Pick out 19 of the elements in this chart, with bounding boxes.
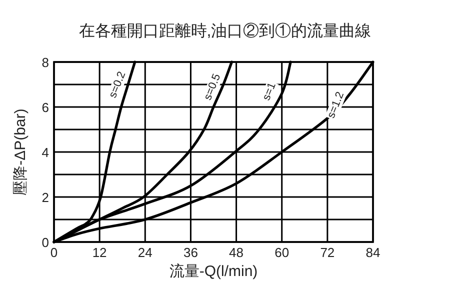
annotation: s=0.5 <box>202 72 224 102</box>
annotation: s=0.2 <box>106 70 128 100</box>
y-tick-label: 0 <box>42 235 49 250</box>
x-axis-title: 流量-Q(l/min) <box>169 263 258 280</box>
chart-title: 在各種開口距離時,油口②到①的流量曲線 <box>78 22 372 40</box>
x-tick-label: 24 <box>138 245 152 260</box>
annotation: s=1 <box>260 81 278 102</box>
x-tick-label: 84 <box>366 245 380 260</box>
y-tick-label: 8 <box>42 55 49 70</box>
x-tick-label: 36 <box>183 245 198 260</box>
y-tick-label: 4 <box>42 145 49 160</box>
x-tick-label: 48 <box>229 245 244 260</box>
y-tick-label: 6 <box>42 100 49 115</box>
y-axis-title: 壓降-ΔP(bar) <box>12 108 29 196</box>
x-tick-label: 12 <box>92 245 107 260</box>
y-tick-label: 2 <box>42 190 49 205</box>
annotation: s=1.2 <box>325 90 347 120</box>
x-tick-label: 72 <box>320 245 335 260</box>
x-tick-label: 60 <box>274 245 290 260</box>
